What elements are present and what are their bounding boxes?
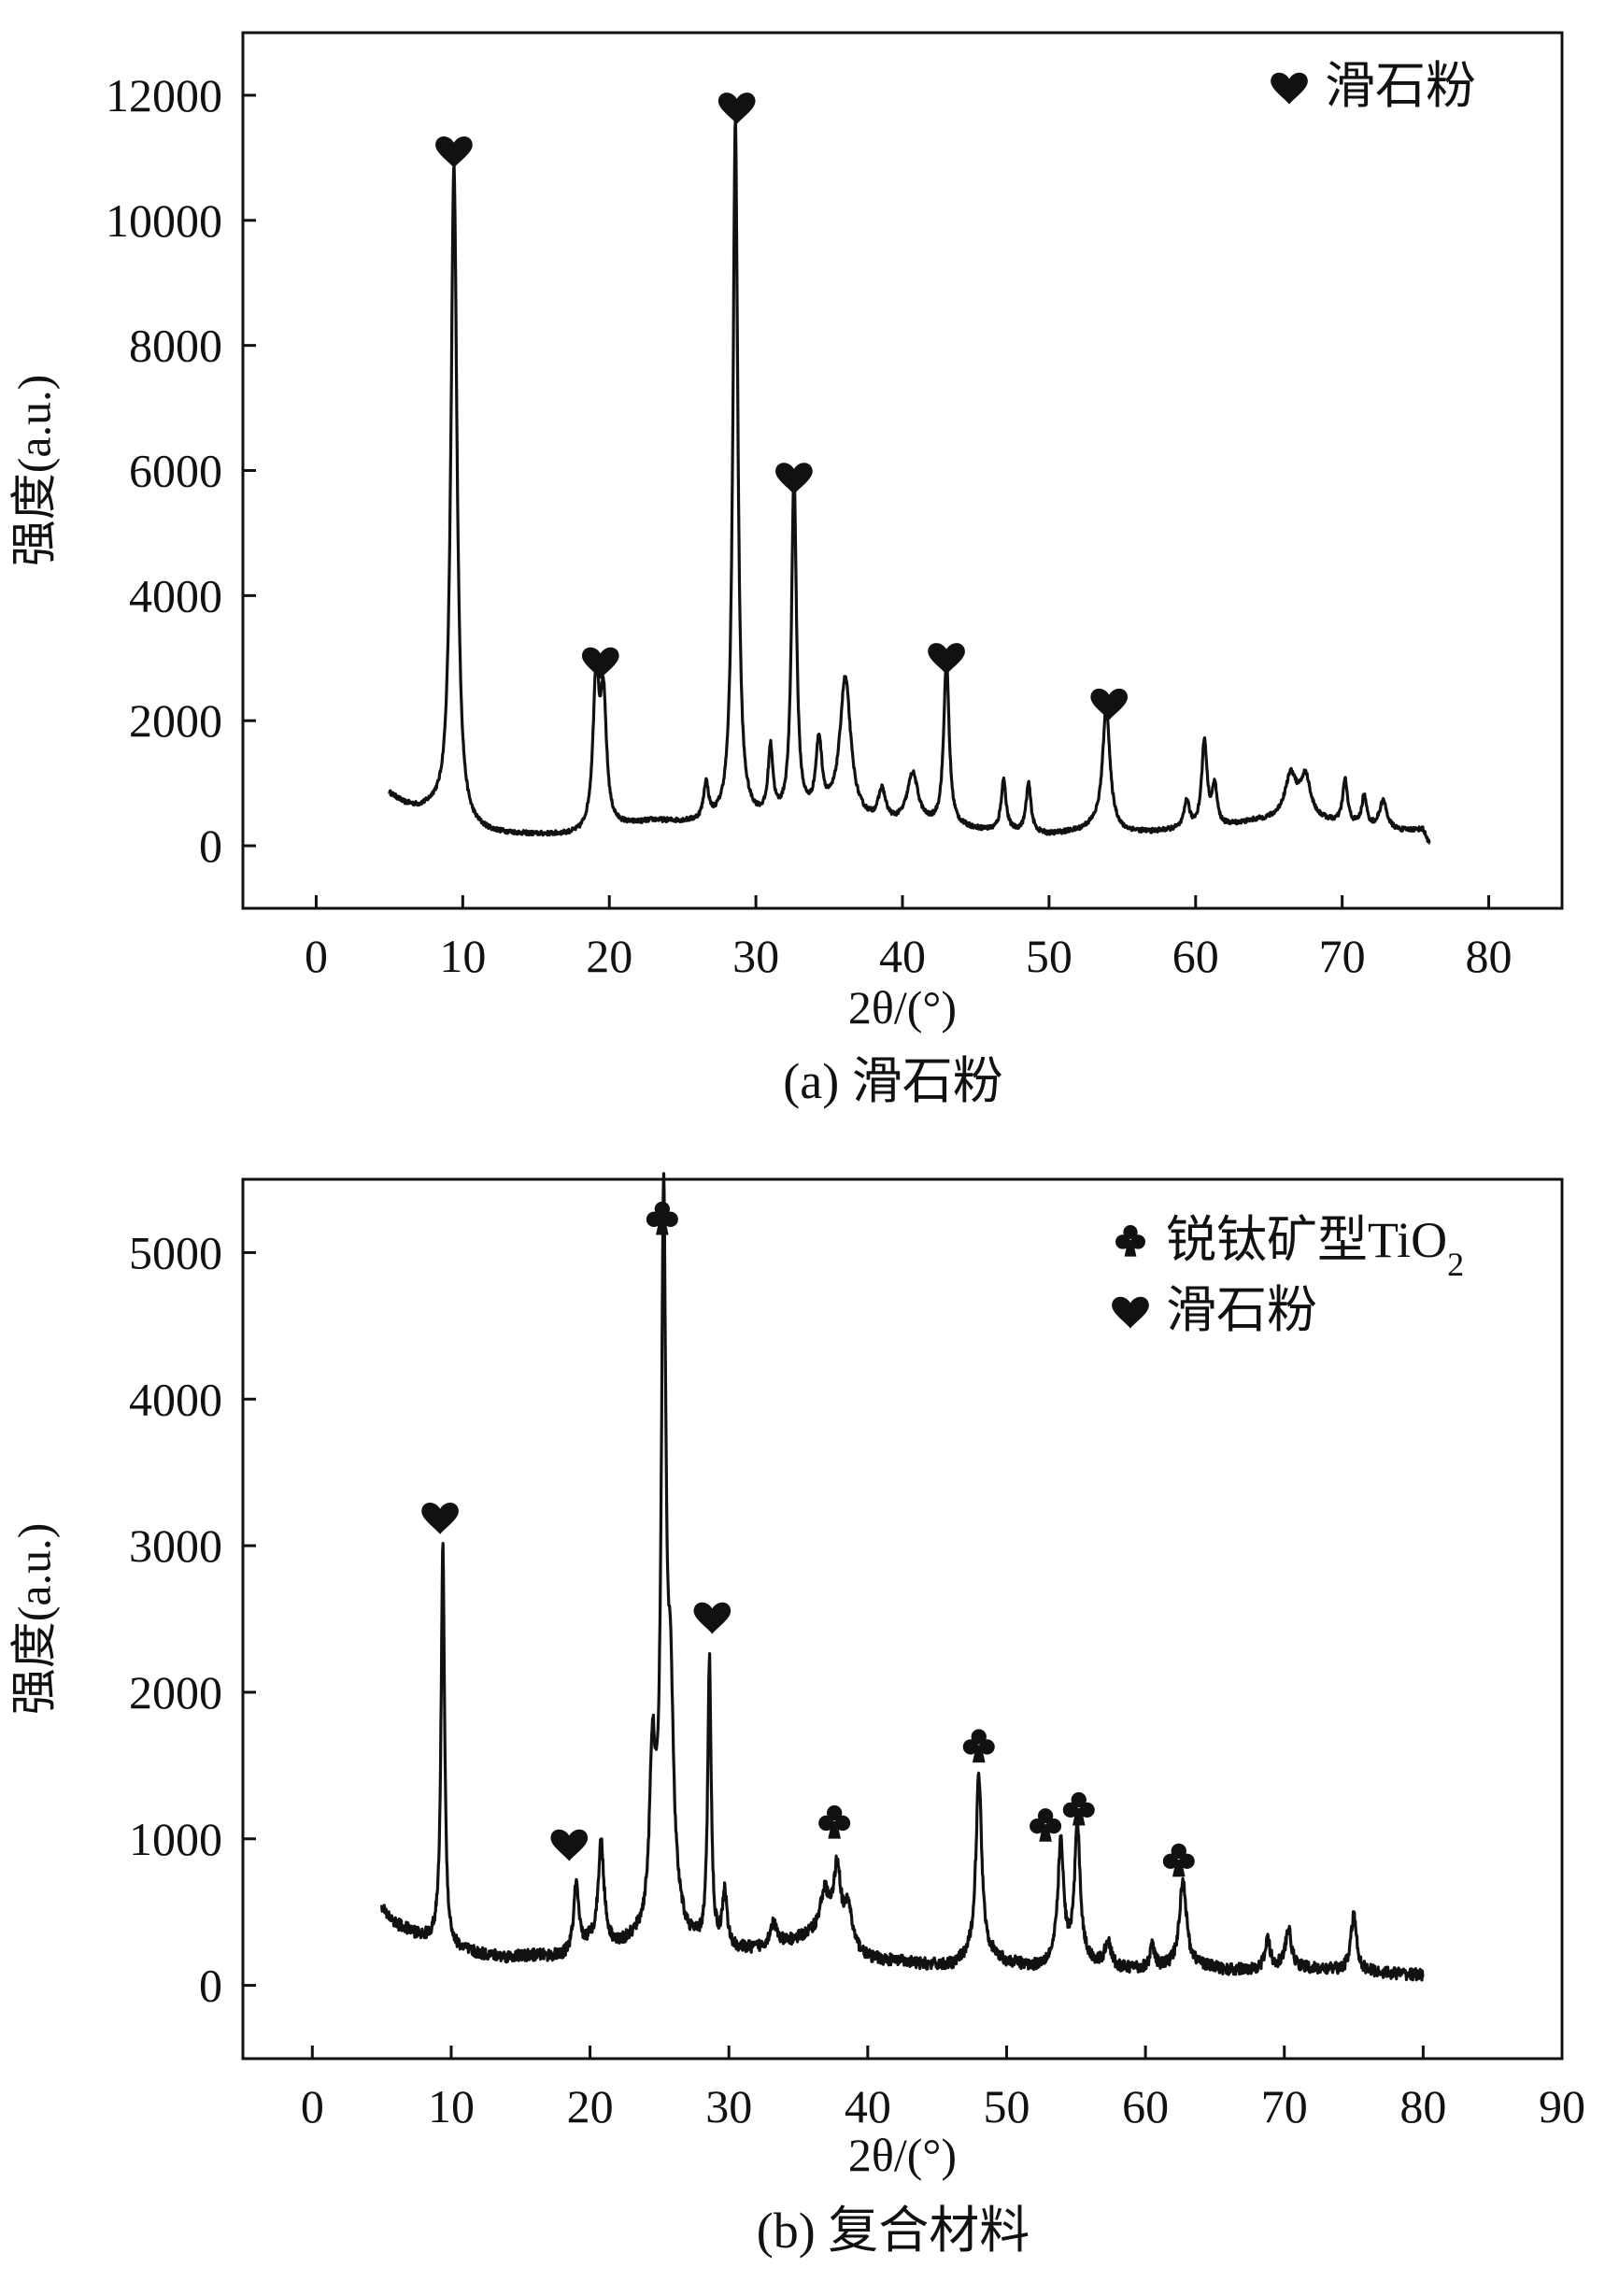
y-tick-label: 6000 — [129, 445, 222, 497]
legend-entry-label: 滑石粉 — [1325, 58, 1476, 114]
x-tick-label: 20 — [586, 930, 632, 982]
x-tick-label: 0 — [301, 2080, 324, 2132]
chart-b-composite: 0 10 20 30 40 50 60 70 80 90 0 1000 2000 3000 4000 5000… — [7, 1172, 1585, 2259]
y-tick-label: 2000 — [129, 1666, 222, 1718]
heart-marker — [435, 135, 473, 168]
legend-heart-icon — [1112, 1296, 1149, 1329]
x-tick-label: 30 — [705, 2080, 752, 2132]
xrd-trace — [380, 1172, 1425, 1982]
chart-a-talc: 0 10 20 30 40 50 60 70 80 0 2000 4000 6000 8000 10000 1… — [7, 31, 1564, 1109]
x-tick-label: 50 — [1026, 930, 1072, 982]
club-marker — [1162, 1843, 1195, 1877]
heart-marker — [581, 647, 619, 679]
x-tick-label: 60 — [1172, 930, 1219, 982]
x-tick-label: 40 — [845, 2080, 891, 2132]
y-tick-label: 3000 — [129, 1519, 222, 1572]
x-axis-label: 2θ/(°) — [848, 2129, 957, 2181]
legend: 滑石粉 — [1271, 58, 1476, 114]
club-marker — [646, 1201, 678, 1235]
y-axis-label: 强度(a.u.) — [7, 375, 60, 567]
heart-marker — [550, 1829, 589, 1861]
legend-heart-icon — [1271, 72, 1308, 105]
y-tick-label: 2000 — [129, 694, 222, 747]
heart-marker — [693, 1602, 731, 1634]
x-tick-label: 40 — [879, 930, 926, 982]
heart-marker — [928, 643, 965, 675]
heart-marker — [717, 93, 756, 124]
x-tick-label: 20 — [567, 2080, 614, 2132]
club-marker — [1030, 1808, 1062, 1842]
y-axis-label: 强度(a.u.) — [7, 1523, 60, 1716]
y-tick-label: 12000 — [106, 69, 222, 121]
x-tick-label: 0 — [305, 930, 328, 982]
x-axis-label: 2θ/(°) — [848, 981, 957, 1034]
club-marker — [1062, 1791, 1095, 1826]
x-tick-label: 60 — [1122, 2080, 1169, 2132]
x-tick-label: 80 — [1466, 930, 1513, 982]
x-tick-label: 30 — [732, 930, 779, 982]
x-tick-label: 10 — [439, 930, 486, 982]
x-tick-label: 70 — [1261, 2080, 1308, 2132]
club-marker — [962, 1729, 995, 1763]
legend-entry-label: 滑石粉 — [1166, 1282, 1317, 1338]
x-tick-label: 50 — [983, 2080, 1030, 2132]
legend-entry-label: 锐钛矿型TiO2 — [1166, 1212, 1464, 1283]
legend-entry-subscript: 2 — [1447, 1246, 1464, 1283]
xrd-trace — [388, 118, 1431, 845]
x-tick-label: 90 — [1539, 2080, 1585, 2132]
y-tick-label: 0 — [199, 820, 222, 872]
heart-marker — [775, 463, 813, 495]
legend-club-icon — [1115, 1225, 1145, 1257]
x-tick-label: 70 — [1319, 930, 1366, 982]
heart-marker — [1090, 688, 1129, 720]
x-tick-label: 80 — [1399, 2080, 1446, 2132]
y-tick-label: 4000 — [129, 1373, 222, 1425]
y-tick-label: 8000 — [129, 320, 222, 372]
y-tick-label: 1000 — [129, 1813, 222, 1865]
y-tick-label: 0 — [199, 1960, 222, 2012]
chart-caption: (b) 复合材料 — [757, 2203, 1030, 2259]
chart-caption: (a) 滑石粉 — [783, 1053, 1002, 1109]
x-tick-label: 10 — [428, 2080, 475, 2132]
club-marker — [818, 1804, 851, 1839]
y-tick-label: 10000 — [106, 194, 222, 247]
plot-frame — [241, 1177, 1564, 2061]
y-tick-label: 5000 — [129, 1226, 222, 1278]
heart-marker — [421, 1503, 459, 1534]
y-tick-label: 4000 — [129, 569, 222, 621]
